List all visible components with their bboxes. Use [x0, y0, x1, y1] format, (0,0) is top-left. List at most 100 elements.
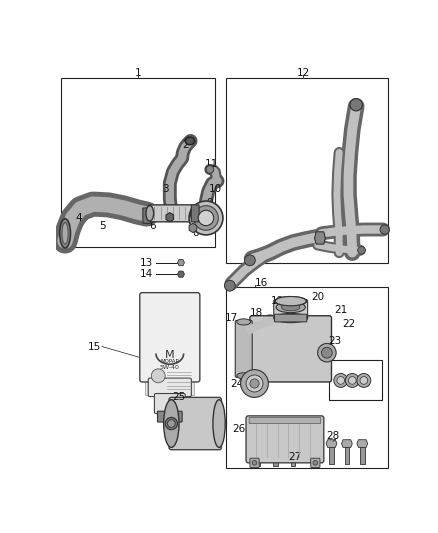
Ellipse shape: [164, 400, 179, 447]
Circle shape: [224, 280, 235, 291]
Circle shape: [194, 206, 218, 230]
Text: 28: 28: [326, 431, 340, 441]
Circle shape: [334, 374, 348, 387]
Polygon shape: [252, 441, 263, 449]
Ellipse shape: [275, 296, 307, 306]
FancyBboxPatch shape: [275, 314, 307, 322]
Text: 1: 1: [135, 68, 141, 78]
Polygon shape: [177, 271, 184, 277]
Text: 9: 9: [207, 198, 213, 207]
Text: 12: 12: [297, 68, 310, 78]
Circle shape: [151, 369, 165, 383]
Bar: [291, 449, 295, 466]
Text: 25: 25: [173, 392, 186, 401]
Text: 11: 11: [205, 159, 218, 169]
Text: 18: 18: [249, 308, 263, 318]
Text: 5: 5: [99, 221, 106, 231]
Circle shape: [165, 417, 177, 430]
Text: 19: 19: [271, 296, 284, 306]
FancyBboxPatch shape: [155, 393, 185, 414]
Ellipse shape: [237, 319, 251, 325]
Polygon shape: [166, 213, 173, 222]
FancyBboxPatch shape: [311, 458, 320, 467]
Circle shape: [380, 225, 389, 234]
Circle shape: [240, 370, 268, 398]
Text: 22: 22: [342, 319, 355, 329]
Text: 26: 26: [233, 424, 246, 434]
Text: 20: 20: [311, 292, 324, 302]
Ellipse shape: [276, 296, 306, 306]
Text: 7: 7: [187, 222, 194, 232]
Bar: [273, 449, 278, 466]
Circle shape: [358, 246, 365, 254]
Circle shape: [318, 343, 336, 362]
Circle shape: [244, 255, 255, 265]
Text: 14: 14: [140, 269, 153, 279]
Ellipse shape: [191, 206, 198, 221]
Bar: [61, 78, 215, 247]
Ellipse shape: [185, 137, 194, 145]
Bar: [255, 449, 260, 466]
Text: 2: 2: [159, 213, 166, 223]
Bar: [145, 349, 194, 395]
Ellipse shape: [275, 313, 307, 322]
Circle shape: [360, 377, 367, 384]
Circle shape: [198, 210, 214, 225]
Ellipse shape: [213, 400, 225, 447]
Polygon shape: [270, 441, 281, 449]
FancyBboxPatch shape: [250, 458, 259, 467]
Text: 13: 13: [140, 257, 153, 268]
Text: 5W-40: 5W-40: [160, 365, 180, 370]
Bar: [329, 360, 381, 400]
FancyBboxPatch shape: [140, 293, 200, 382]
Text: 15: 15: [88, 342, 101, 352]
FancyBboxPatch shape: [169, 398, 221, 450]
FancyBboxPatch shape: [148, 378, 191, 397]
FancyBboxPatch shape: [235, 320, 252, 377]
FancyBboxPatch shape: [158, 411, 182, 422]
Circle shape: [349, 377, 356, 384]
Polygon shape: [326, 440, 337, 447]
FancyBboxPatch shape: [250, 316, 332, 382]
Bar: [329, 447, 334, 464]
Polygon shape: [314, 232, 325, 244]
Polygon shape: [357, 440, 367, 447]
FancyBboxPatch shape: [246, 416, 324, 463]
Ellipse shape: [62, 223, 68, 244]
Circle shape: [252, 461, 257, 465]
FancyBboxPatch shape: [249, 417, 321, 424]
FancyBboxPatch shape: [143, 208, 151, 223]
Circle shape: [246, 375, 263, 392]
Text: 2: 2: [182, 140, 188, 150]
Text: MOPAR: MOPAR: [160, 359, 180, 364]
Circle shape: [167, 419, 175, 427]
FancyBboxPatch shape: [274, 300, 307, 320]
Polygon shape: [288, 441, 298, 449]
Text: 4: 4: [76, 213, 82, 223]
Ellipse shape: [282, 304, 300, 311]
Text: 27: 27: [288, 451, 301, 462]
Text: 24: 24: [230, 378, 244, 389]
Circle shape: [250, 379, 259, 388]
Text: 21: 21: [334, 305, 347, 316]
Text: 16: 16: [254, 278, 268, 288]
Circle shape: [189, 201, 223, 235]
Text: 10: 10: [208, 184, 222, 193]
FancyBboxPatch shape: [148, 205, 196, 222]
Ellipse shape: [60, 219, 71, 248]
Text: 3: 3: [162, 184, 169, 195]
Circle shape: [206, 166, 214, 173]
Ellipse shape: [276, 302, 305, 313]
Text: 8: 8: [192, 228, 198, 238]
Text: M: M: [165, 350, 175, 360]
Bar: [360, 447, 364, 464]
Bar: [226, 78, 388, 263]
Polygon shape: [342, 440, 352, 447]
Circle shape: [313, 461, 318, 465]
Bar: [345, 447, 349, 464]
Circle shape: [350, 99, 362, 111]
Circle shape: [337, 377, 345, 384]
Polygon shape: [189, 223, 197, 232]
Ellipse shape: [146, 206, 154, 221]
Text: 23: 23: [328, 336, 341, 346]
